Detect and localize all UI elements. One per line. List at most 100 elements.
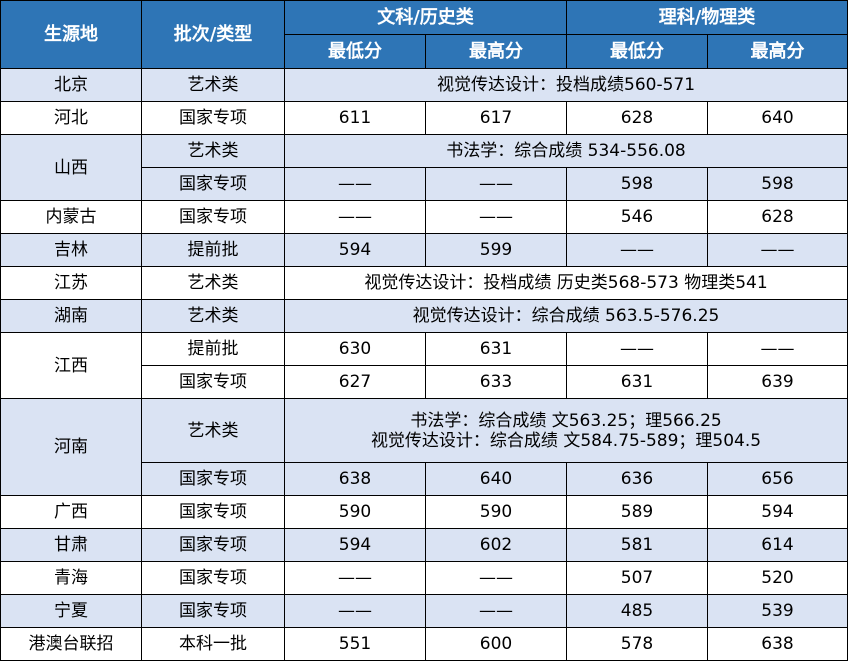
science-min-cell: 507 xyxy=(566,561,709,595)
merged-score-cell: 视觉传达设计：投档成绩560-571 xyxy=(283,68,848,102)
arts-max-cell: 633 xyxy=(424,365,568,399)
arts-min-cell: 551 xyxy=(284,627,426,661)
science-min-cell: 589 xyxy=(566,495,709,529)
province-cell: 江苏 xyxy=(0,266,142,300)
batch-cell: 艺术类 xyxy=(141,398,285,463)
arts-min-cell: 630 xyxy=(284,332,426,366)
table-row: 江西 提前批 630 631 —— —— xyxy=(0,332,848,399)
arts-min-cell: 594 xyxy=(284,233,426,267)
batch-cell: 国家专项 xyxy=(141,561,285,595)
batch-cell: 艺术类 xyxy=(141,266,285,300)
arts-max-cell: —— xyxy=(424,200,568,234)
table-row: 国家专项 638 640 636 656 xyxy=(1,462,848,496)
province-cell: 广西 xyxy=(0,495,142,529)
science-min-cell: 485 xyxy=(566,594,709,628)
header-arts-max: 最高分 xyxy=(424,34,568,69)
header-science: 理科/物理类 xyxy=(566,0,848,35)
science-min-cell: 581 xyxy=(566,528,709,562)
batch-cell: 艺术类 xyxy=(141,134,285,168)
province-cell: 江西 xyxy=(0,332,142,399)
science-max-cell: 520 xyxy=(707,561,848,595)
province-cell: 内蒙古 xyxy=(0,200,142,234)
batch-cell: 提前批 xyxy=(141,332,285,366)
batch-cell: 提前批 xyxy=(141,233,285,267)
arts-min-cell: —— xyxy=(284,594,426,628)
arts-max-cell: 590 xyxy=(424,495,568,529)
science-min-cell: —— xyxy=(566,332,709,366)
table-row: 北京 艺术类 视觉传达设计：投档成绩560-571 xyxy=(0,68,848,102)
province-cell: 山西 xyxy=(0,134,142,201)
arts-max-cell: —— xyxy=(424,167,568,201)
batch-cell: 国家专项 xyxy=(141,167,285,201)
table-row: 内蒙古 国家专项 —— —— 546 628 xyxy=(0,200,848,234)
province-cell: 北京 xyxy=(0,68,142,102)
province-cell: 河南 xyxy=(0,398,142,496)
science-min-cell: 636 xyxy=(566,462,709,496)
batch-cell: 艺术类 xyxy=(141,299,285,333)
science-min-cell: 628 xyxy=(566,101,709,135)
table-row: 河南 艺术类 书法学：综合成绩 文563.25；理566.25 视觉传达设计：综… xyxy=(0,398,848,496)
batch-cell: 国家专项 xyxy=(141,101,285,135)
science-min-cell: 598 xyxy=(566,167,709,201)
province-cell: 吉林 xyxy=(0,233,142,267)
batch-cell: 国家专项 xyxy=(141,462,285,496)
batch-cell: 国家专项 xyxy=(141,365,285,399)
merged-score-cell: 书法学：综合成绩 534-556.08 xyxy=(283,134,848,168)
science-max-cell: 656 xyxy=(707,462,848,496)
province-cell: 青海 xyxy=(0,561,142,595)
score-note-line: 视觉传达设计：综合成绩 文584.75-589；理504.5 xyxy=(370,430,762,451)
science-min-cell: 546 xyxy=(566,200,709,234)
batch-cell: 国家专项 xyxy=(141,495,285,529)
science-max-cell: 640 xyxy=(707,101,848,135)
province-cell: 甘肃 xyxy=(0,528,142,562)
science-min-cell: 631 xyxy=(566,365,709,399)
science-max-cell: 639 xyxy=(707,365,848,399)
arts-max-cell: —— xyxy=(424,594,568,628)
arts-min-cell: 590 xyxy=(284,495,426,529)
arts-max-cell: 599 xyxy=(424,233,568,267)
header-arts: 文科/历史类 xyxy=(283,0,568,35)
province-cell: 河北 xyxy=(0,101,142,135)
science-max-cell: 638 xyxy=(707,627,848,661)
header-science-max: 最高分 xyxy=(707,34,848,69)
arts-min-cell: 627 xyxy=(284,365,426,399)
header-arts-min: 最低分 xyxy=(284,34,426,69)
arts-min-cell: 611 xyxy=(284,101,426,135)
arts-min-cell: —— xyxy=(284,167,426,201)
batch-cell: 国家专项 xyxy=(141,594,285,628)
batch-cell: 本科一批 xyxy=(141,627,285,661)
table-row: 甘肃 国家专项 594 602 581 614 xyxy=(0,528,848,562)
science-min-cell: 578 xyxy=(566,627,709,661)
science-max-cell: 628 xyxy=(707,200,848,234)
batch-cell: 国家专项 xyxy=(141,528,285,562)
table-row: 湖南 艺术类 视觉传达设计：综合成绩 563.5-576.25 xyxy=(0,299,848,333)
arts-min-cell: 594 xyxy=(284,528,426,562)
science-max-cell: 539 xyxy=(707,594,848,628)
province-cell: 宁夏 xyxy=(0,594,142,628)
arts-min-cell: —— xyxy=(284,200,426,234)
header-batch: 批次/类型 xyxy=(141,0,285,69)
table-row: 国家专项 —— —— 598 598 xyxy=(1,167,848,201)
arts-max-cell: 617 xyxy=(424,101,568,135)
table-row: 国家专项 627 633 631 639 xyxy=(1,365,848,399)
arts-max-cell: —— xyxy=(424,561,568,595)
table-row: 江苏 艺术类 视觉传达设计：投档成绩 历史类568-573 物理类541 xyxy=(0,266,848,300)
score-note-line: 书法学：综合成绩 文563.25；理566.25 xyxy=(410,410,722,431)
header-science-min: 最低分 xyxy=(566,34,709,69)
science-max-cell: 594 xyxy=(707,495,848,529)
table-row: 港澳台联招 本科一批 551 600 578 638 xyxy=(0,627,848,661)
province-cell: 湖南 xyxy=(0,299,142,333)
science-max-cell: 614 xyxy=(707,528,848,562)
arts-min-cell: 638 xyxy=(284,462,426,496)
arts-min-cell: —— xyxy=(284,561,426,595)
arts-max-cell: 602 xyxy=(424,528,568,562)
batch-cell: 艺术类 xyxy=(141,68,285,102)
province-cell: 港澳台联招 xyxy=(0,627,142,661)
arts-max-cell: 640 xyxy=(424,462,568,496)
table-row: 吉林 提前批 594 599 —— —— xyxy=(0,233,848,267)
arts-max-cell: 600 xyxy=(424,627,568,661)
science-max-cell: —— xyxy=(707,332,848,366)
table-row: 广西 国家专项 590 590 589 594 xyxy=(0,495,848,529)
science-max-cell: —— xyxy=(707,233,848,267)
